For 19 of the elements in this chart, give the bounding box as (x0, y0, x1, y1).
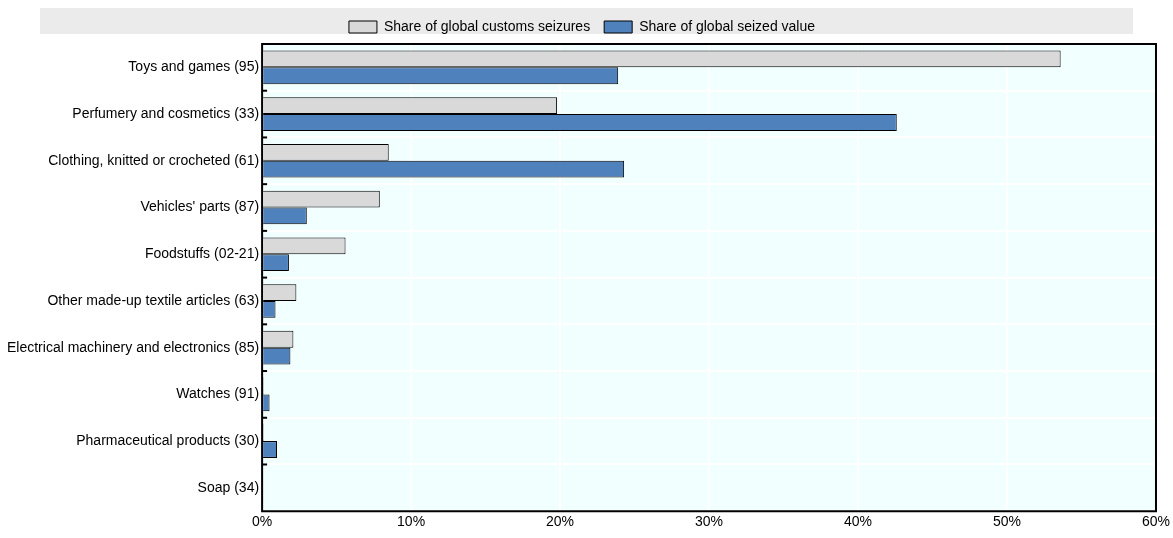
x-tick-label: 60% (1141, 513, 1171, 530)
y-tick-label: Vehicles' parts (87) (140, 198, 260, 215)
y-tick-label: Toys and games (95) (128, 58, 260, 75)
x-tick-label: 50% (992, 513, 1022, 530)
y-tick-label: Clothing, knitted or crocheted (61) (48, 151, 260, 168)
legend-label: Share of global customs seizures (383, 17, 591, 34)
x-tick-label: 20% (546, 513, 575, 530)
y-tick-label: Watches (91) (176, 385, 260, 402)
x-tick-label: 40% (844, 513, 873, 530)
y-tick-label: Electrical machinery and electronics (85) (6, 338, 260, 355)
y-tick-label: Other made-up textile articles (63) (47, 291, 260, 308)
x-tick-label: 0% (251, 513, 273, 530)
legend-label: Share of global seized value (639, 17, 816, 34)
y-tick-label: Soap (34) (197, 478, 260, 495)
x-tick-label: 30% (695, 513, 724, 530)
y-tick-label: Pharmaceutical products (30) (76, 431, 260, 448)
y-tick-label: Foodstuffs (02-21) (144, 245, 260, 262)
y-tick-label: Perfumery and cosmetics (33) (72, 104, 260, 121)
x-tick-label: 10% (397, 513, 426, 530)
